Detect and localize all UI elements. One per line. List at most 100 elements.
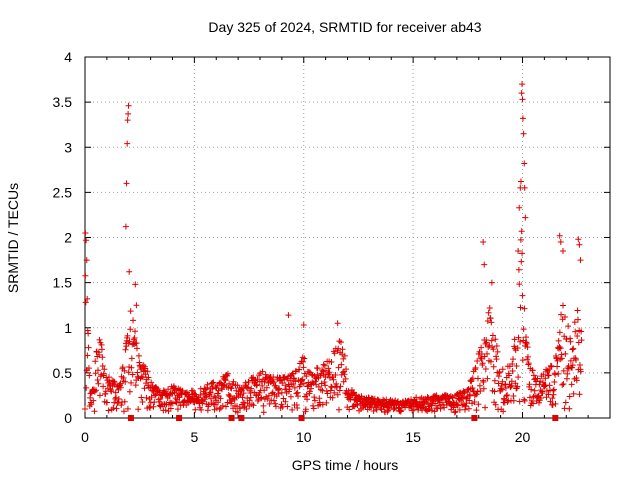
data-point	[338, 361, 345, 368]
data-point	[514, 383, 521, 390]
data-points	[82, 81, 585, 416]
data-point	[300, 358, 307, 365]
data-point	[292, 378, 299, 385]
data-gap-marker	[228, 415, 235, 421]
y-axis-label: SRMTID / TECUs	[5, 183, 21, 293]
data-point	[513, 362, 520, 369]
data-point	[492, 336, 499, 343]
data-point	[526, 394, 533, 401]
data-point	[343, 366, 350, 373]
data-point	[104, 399, 111, 406]
data-point	[488, 279, 495, 286]
data-point	[368, 403, 375, 410]
data-point	[270, 379, 277, 386]
data-point	[243, 405, 250, 412]
data-point	[476, 382, 483, 389]
data-point	[132, 281, 139, 288]
data-point	[563, 336, 570, 343]
data-point	[410, 406, 417, 413]
data-point	[510, 356, 517, 363]
data-point	[516, 281, 523, 288]
data-point	[100, 383, 107, 390]
data-point	[569, 346, 576, 353]
data-point	[537, 378, 544, 385]
data-point	[319, 367, 326, 374]
data-gap-marker	[298, 415, 305, 421]
data-point	[128, 355, 135, 362]
data-point	[122, 346, 129, 353]
data-point	[501, 399, 508, 406]
data-point	[306, 388, 313, 395]
data-point	[322, 382, 329, 389]
data-point	[328, 359, 335, 366]
data-point	[215, 387, 222, 394]
data-point	[88, 401, 95, 408]
data-point	[490, 346, 497, 353]
data-point	[462, 403, 469, 410]
data-point	[102, 388, 109, 395]
data-point	[217, 395, 224, 402]
data-point	[95, 380, 102, 387]
data-point	[122, 378, 129, 385]
data-point	[567, 338, 574, 345]
data-point	[465, 405, 472, 412]
data-point	[82, 299, 89, 306]
data-point	[139, 374, 146, 381]
data-point	[271, 397, 277, 404]
data-point	[559, 381, 566, 388]
data-point	[133, 340, 140, 347]
data-point	[431, 408, 438, 415]
data-point	[234, 409, 241, 416]
data-point	[262, 371, 269, 378]
data-point	[537, 395, 544, 402]
data-point	[504, 398, 511, 405]
data-point	[370, 407, 377, 414]
data-point	[499, 378, 506, 385]
data-point	[220, 382, 227, 389]
data-point	[240, 390, 247, 397]
data-point	[212, 394, 219, 401]
data-point	[84, 352, 91, 359]
data-point	[250, 402, 257, 409]
data-point	[92, 370, 99, 377]
data-point	[205, 401, 212, 408]
data-point	[125, 110, 132, 117]
data-point	[500, 408, 507, 415]
data-point	[85, 330, 92, 337]
data-point	[471, 399, 478, 406]
data-point	[139, 398, 146, 405]
data-point	[321, 378, 328, 385]
data-point	[547, 398, 554, 405]
data-point	[511, 336, 518, 343]
data-point	[574, 316, 581, 323]
data-point	[556, 329, 563, 336]
data-point	[101, 366, 108, 373]
data-point	[323, 399, 330, 406]
data-gap-marker	[552, 415, 559, 421]
data-point	[577, 368, 584, 375]
data-point	[225, 391, 232, 398]
data-point	[224, 370, 231, 377]
data-point	[555, 370, 562, 377]
data-point	[222, 377, 229, 384]
data-point	[516, 204, 523, 211]
data-point	[574, 307, 581, 314]
data-point	[125, 102, 132, 109]
data-point	[484, 350, 491, 357]
data-point	[491, 388, 498, 395]
data-point	[227, 384, 234, 391]
data-point	[127, 308, 134, 315]
data-point	[350, 389, 357, 396]
data-point	[523, 334, 529, 341]
data-point	[539, 379, 546, 386]
data-point	[336, 338, 343, 345]
data-point	[203, 393, 210, 400]
data-point	[98, 346, 105, 353]
data-point	[531, 387, 538, 394]
y-axis: 0 0.5 1 1.5 2 2.5 3 3.5 4	[53, 49, 610, 426]
data-point	[521, 397, 528, 404]
data-point	[202, 394, 209, 401]
data-point	[261, 378, 268, 385]
data-point	[552, 371, 559, 378]
data-point	[300, 380, 307, 387]
